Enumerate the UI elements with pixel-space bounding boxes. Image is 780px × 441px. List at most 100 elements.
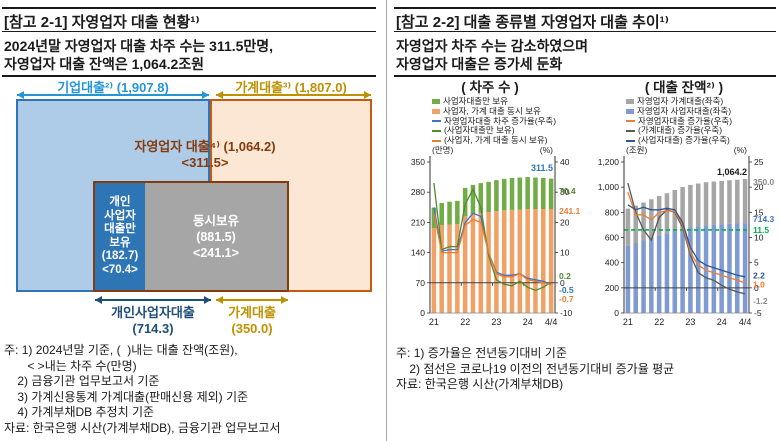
bar bbox=[509, 209, 515, 313]
line-series bbox=[627, 204, 746, 278]
right-tick-label: 20 bbox=[754, 182, 764, 192]
left-unit-label: (만명) bbox=[432, 146, 453, 155]
bar bbox=[649, 199, 654, 238]
data-label: 1.0 bbox=[753, 279, 765, 289]
borrower-count-chart: 0 70 140 210 280 350 -10 0 10 20 30 40 (만명) (%) 21 22 23… bbox=[411, 145, 581, 327]
x-tick-label: 4/4 bbox=[545, 317, 558, 327]
legend-label: 자영업자대출 증가율(우축) bbox=[638, 115, 733, 126]
chart-loan-balance: ( 대출 잔액²⁾ ) 자영업자 가계대출(좌축) 자영업자 사업자대출(좌축) 자… bbox=[588, 76, 780, 351]
bar bbox=[525, 209, 530, 313]
bar bbox=[727, 223, 732, 313]
line-series bbox=[433, 183, 552, 291]
bar bbox=[462, 216, 468, 313]
left-tick-label: 600 bbox=[605, 232, 619, 242]
legend-label: 자영업자대출 차주 증가율(우축) bbox=[444, 115, 557, 126]
legend-marker bbox=[626, 140, 635, 143]
left-tick-label: 140 bbox=[411, 248, 425, 258]
note-line: 2) 점선은 코로나19 이전의 전년동기대비 증가율 평균 bbox=[396, 361, 675, 376]
bar bbox=[455, 200, 460, 225]
household-loan-bottom-label: 가계대출 (350.0) bbox=[228, 305, 276, 336]
left-tick-label: 350 bbox=[411, 157, 425, 167]
x-tick-label: 22 bbox=[654, 317, 664, 327]
bar bbox=[727, 180, 732, 224]
rule-under-subtitle bbox=[394, 75, 776, 77]
legend-item: 사업자대출만 보유 bbox=[432, 96, 586, 107]
bar bbox=[703, 182, 709, 226]
subtitle-line: 자영업자 대출은 증가세 둔화 bbox=[396, 56, 563, 72]
bar bbox=[719, 224, 724, 313]
legend-label: (가계대출) 증가율(우축) bbox=[638, 125, 723, 136]
right-unit-label: (%) bbox=[540, 146, 553, 155]
bar bbox=[533, 209, 538, 313]
data-label: -0.5 bbox=[559, 285, 574, 295]
bar bbox=[447, 224, 452, 313]
bar bbox=[625, 245, 631, 313]
left-tick-label: 70 bbox=[416, 278, 426, 288]
note-line: 3) 가계신용통계 가계대출(판매신용 제외) 기준 bbox=[4, 389, 249, 404]
right-tick-label: 0 bbox=[754, 283, 759, 293]
x-tick-label: 4/4 bbox=[739, 317, 752, 327]
legend-marker bbox=[432, 120, 441, 123]
bar bbox=[462, 187, 468, 217]
x-tick-label: 23 bbox=[491, 317, 501, 327]
right-tick-label: 25 bbox=[754, 157, 764, 167]
legend-label: 자영업자 가계대출(좌축) bbox=[637, 96, 724, 106]
bar bbox=[664, 193, 670, 234]
bar bbox=[439, 224, 444, 313]
line-series bbox=[433, 213, 552, 286]
bar bbox=[688, 227, 693, 313]
corporate-loan-arrow bbox=[17, 91, 209, 99]
x-tick-label: 24 bbox=[523, 317, 533, 327]
loan-balance-chart: 0 200 400 600 800 1,000 1,200 -5 0 5 10 15 20 25 (조원) (… bbox=[598, 145, 775, 327]
legend-marker bbox=[626, 99, 634, 105]
household-loan-region bbox=[210, 99, 372, 292]
left-tick-label: 280 bbox=[411, 187, 425, 197]
panel-loan-trend: [참고 2-2] 대출 종류별 자영업자 대출 추이¹⁾ 자영업자 차주 수는 … bbox=[392, 0, 780, 441]
panel-title: [참고 2-2] 대출 종류별 자영업자 대출 추이¹⁾ bbox=[396, 14, 669, 31]
legend-item: (사업자대출) 증가율(우축) bbox=[626, 135, 780, 146]
data-label: -0.7 bbox=[559, 294, 574, 304]
bar bbox=[525, 177, 530, 210]
x-tick-label: 24 bbox=[717, 317, 727, 327]
legend-marker bbox=[626, 120, 635, 123]
bar bbox=[431, 207, 437, 228]
panel-loan-status: [참고 2-1] 자영업자 대출 현황¹⁾ 2024년말 자영업자 대출 차주 … bbox=[0, 0, 380, 441]
bar bbox=[680, 228, 685, 313]
panel-title: [참고 2-1] 자영업자 대출 현황¹⁾ bbox=[4, 14, 200, 31]
self-employed-loan-box: 개인 사업자 대출만 보유 (182.7) <70.4> 동시보유 (881.5… bbox=[93, 181, 289, 292]
bar bbox=[486, 212, 491, 313]
right-tick-label: 10 bbox=[754, 232, 764, 242]
bar bbox=[656, 235, 662, 313]
legend-marker bbox=[432, 109, 440, 115]
rule-top bbox=[2, 7, 376, 9]
right-tick-label: 20 bbox=[560, 217, 570, 227]
data-label: 714.3 bbox=[753, 214, 775, 224]
bar bbox=[656, 195, 662, 236]
right-tick-label: -10 bbox=[560, 308, 573, 318]
right-tick-label: 10 bbox=[560, 248, 570, 258]
note-line: < >내는 차주 수(만명) bbox=[4, 358, 137, 373]
right-unit-label: (%) bbox=[734, 146, 747, 155]
legend-item: (사업자, 가계 대출 동시 보유) bbox=[432, 135, 586, 146]
sole-proprietor-loan-arrow bbox=[95, 296, 211, 304]
legend-item: 사업자, 가계 대출 동시 보유 bbox=[432, 106, 586, 117]
panel-subtitle: 자영업자 차주 수는 감소하였으며 자영업자 대출은 증가세 둔화 bbox=[396, 37, 588, 73]
bar bbox=[649, 237, 654, 313]
legend-label: 사업자대출만 보유 bbox=[443, 96, 508, 106]
legend-item: 자영업자 사업자대출(좌축) bbox=[626, 106, 780, 117]
left-tick-label: 800 bbox=[605, 207, 619, 217]
bar bbox=[494, 211, 499, 313]
household-loan-arrow bbox=[216, 91, 371, 99]
legend-marker bbox=[626, 130, 635, 133]
legend-label: (사업자대출) 증가율(우축) bbox=[638, 135, 730, 146]
note-line: 2) 금융기관 업무보고서 기준 bbox=[4, 374, 160, 388]
bar bbox=[641, 240, 646, 313]
footnotes: 주: 1) 2024년말 기준, ( )내는 대출 잔액(조원), < >내는 … bbox=[4, 343, 281, 436]
legend-marker bbox=[432, 130, 441, 133]
rule-under-title bbox=[2, 31, 376, 32]
bar bbox=[711, 181, 717, 225]
legend-label: (사업자대출만 보유) bbox=[444, 125, 515, 136]
right-tick-label: 30 bbox=[560, 187, 570, 197]
chart-legend: 사업자대출만 보유 사업자, 가계 대출 동시 보유 자영업자대출 차주 증가율(우… bbox=[432, 96, 586, 146]
